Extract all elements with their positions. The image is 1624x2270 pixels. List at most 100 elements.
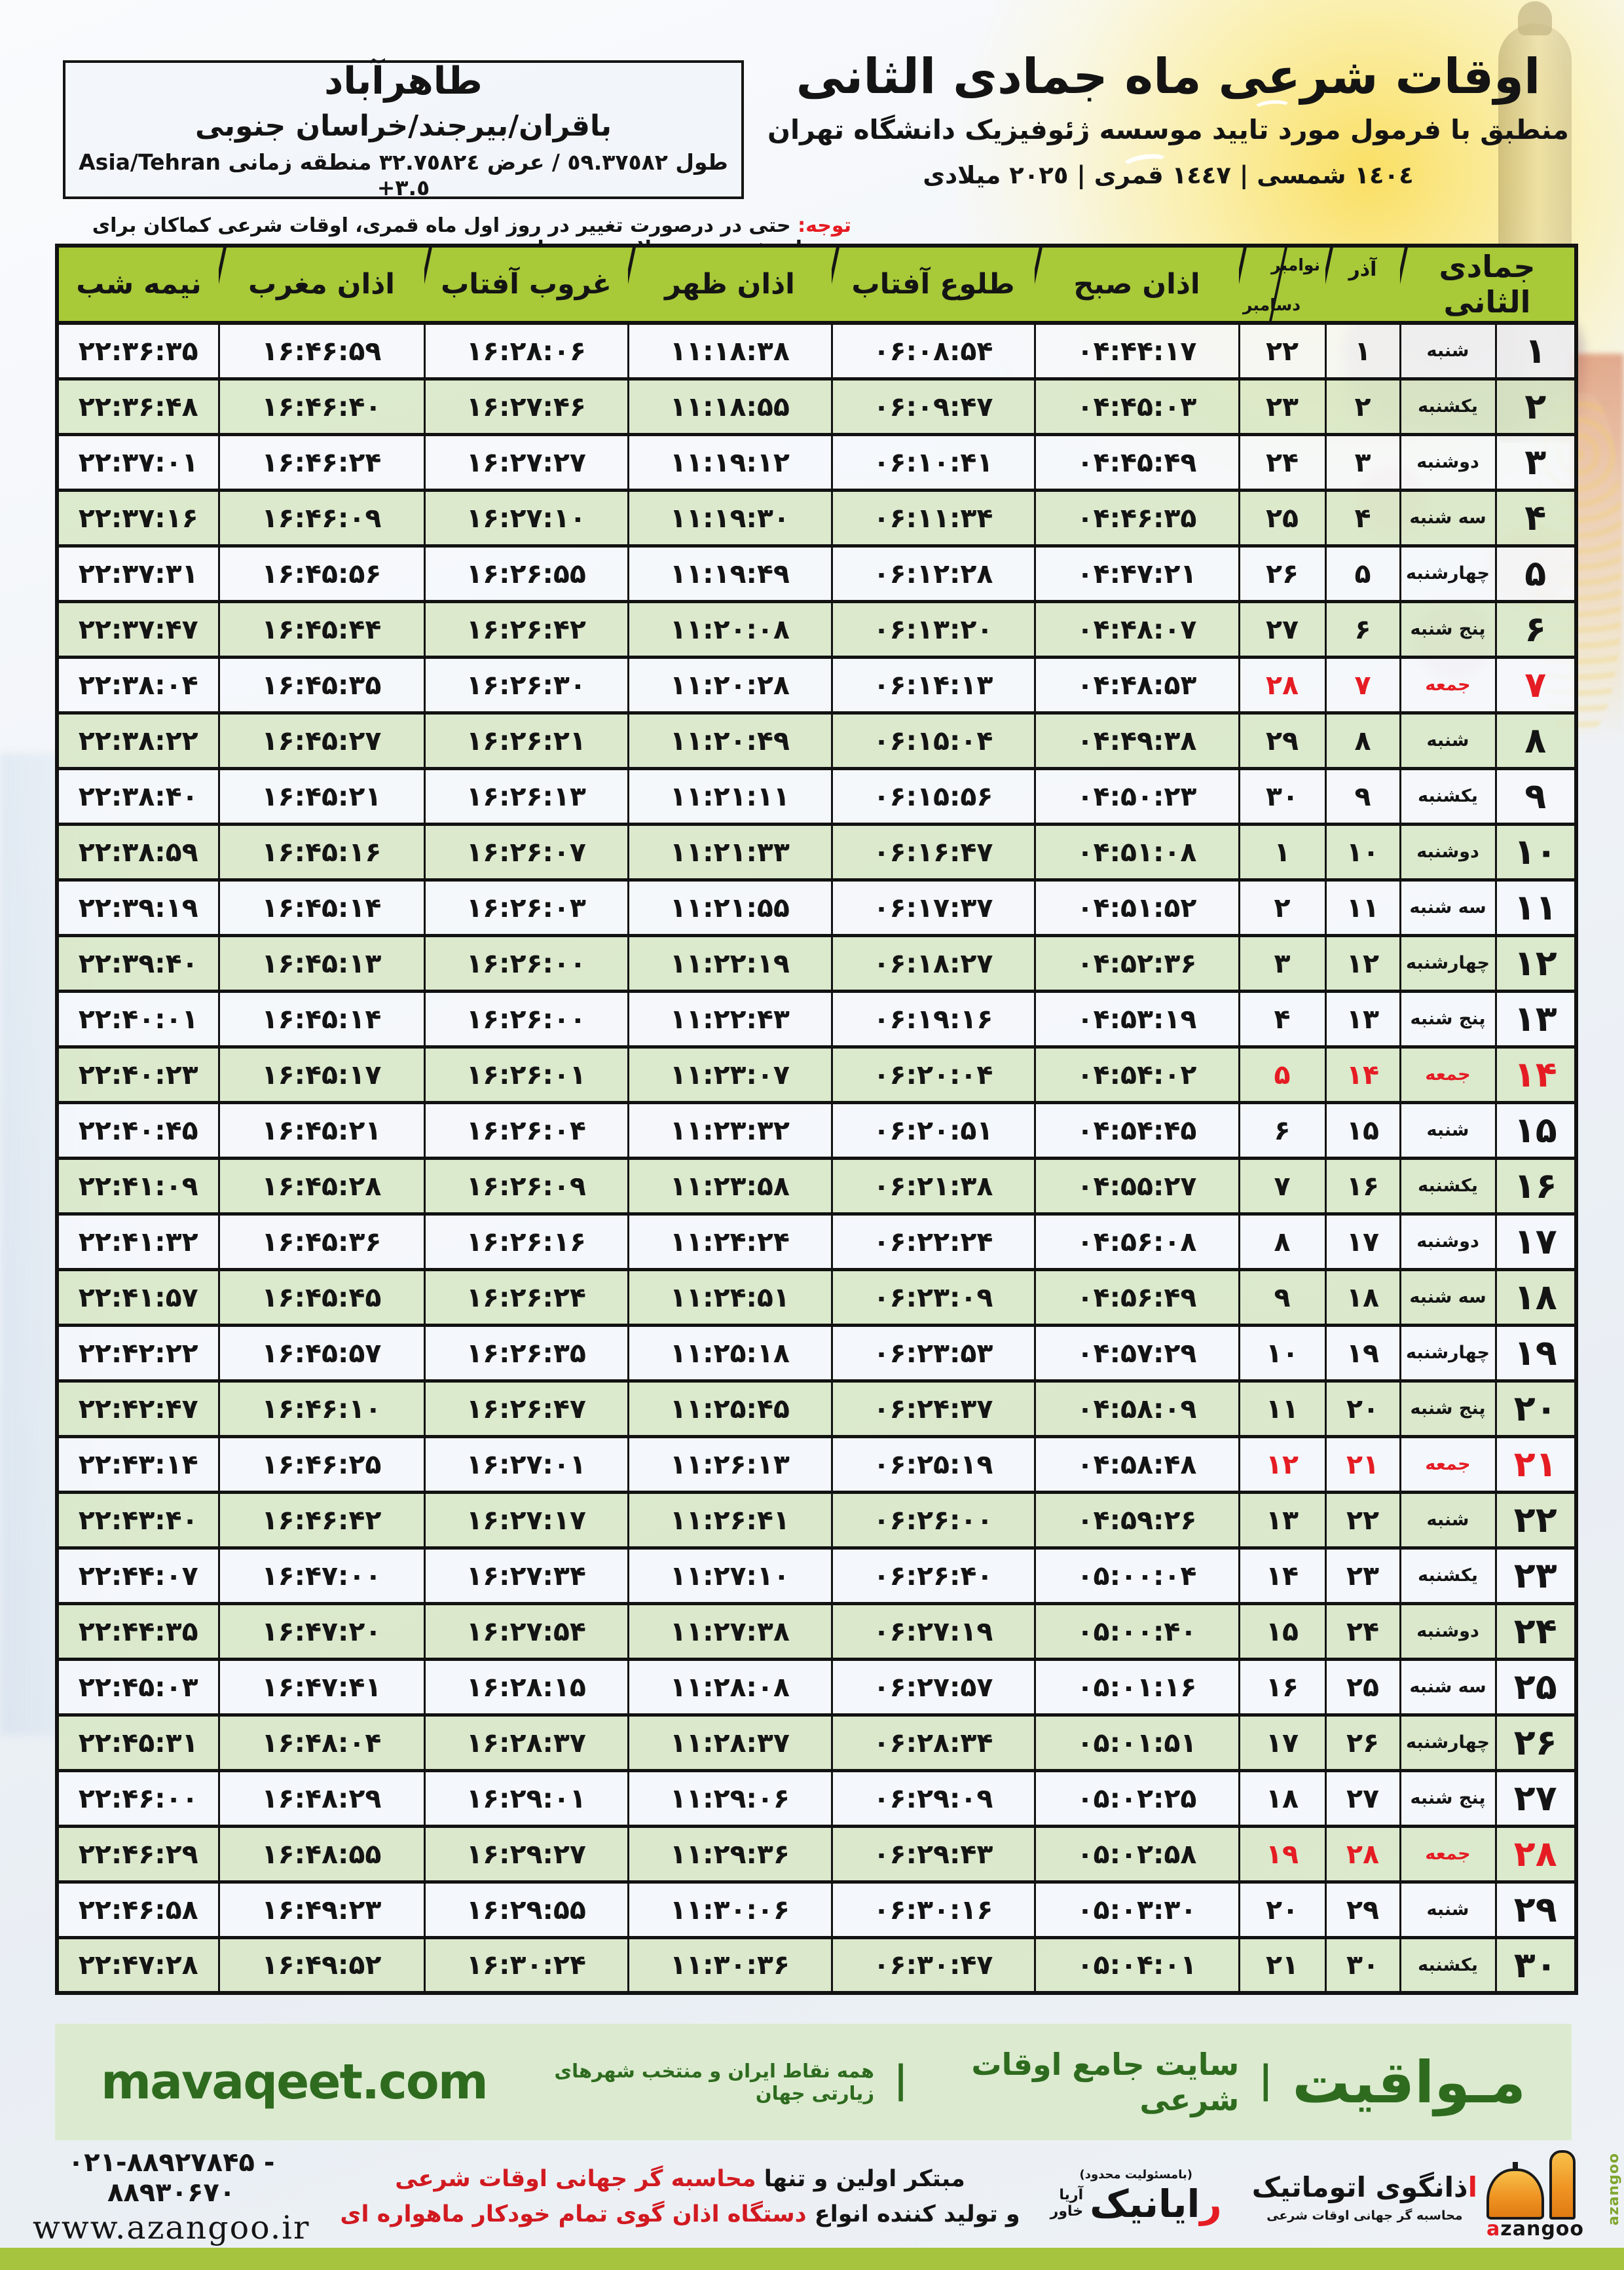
rayanik-name-row: رایانیک آریا خاور — [1050, 2182, 1222, 2226]
cell-d: ۲۸ — [1494, 1824, 1578, 1883]
cell-zohr: ۱۱:۲۱:۵۵ — [627, 878, 833, 937]
calendar-years: ١٤٠٤ شمسی | ١٤٤٧ قمری | ٢٠٢٥ میلادی — [923, 161, 1414, 189]
cell-sobh: ۰۴:۵۴:۰۲ — [1033, 1045, 1240, 1104]
header-gregorian: نوامبر دسامبر — [1239, 246, 1325, 325]
cell-g: ۲۱ — [1238, 1935, 1327, 1994]
cell-maghreb: ۱۶:۴۶:۴۲ — [217, 1490, 426, 1549]
cell-zohr: ۱۱:۲۰:۲۸ — [627, 655, 833, 714]
table-row: ۲۰ پنج شنبه ۲۰ ۱۱ ۰۴:۵۸:۰۹ ۰۶:۲۴:۳۷ ۱۱:۲۵:۴۵ ۱۶… — [56, 1379, 1578, 1438]
cell-g: ۱ — [1238, 822, 1327, 881]
cell-g: ۲۶ — [1238, 544, 1327, 603]
cell-ghorub: ۱۶:۲۶:۳۵ — [423, 1323, 629, 1382]
cell-g: ۶ — [1238, 1100, 1327, 1159]
cell-g: ۱۶ — [1238, 1657, 1327, 1716]
cell-w: یکشنبه — [1399, 766, 1497, 825]
cell-a: ۲۲ — [1324, 1490, 1401, 1549]
cell-tolu: ۰۶:۱۷:۳۷ — [830, 878, 1036, 937]
cell-tolu: ۰۶:۲۰:۵۱ — [830, 1100, 1036, 1159]
cell-w: چهارشنبه — [1399, 1713, 1497, 1772]
banner-site-description: همه نقاط ایران و منتخب شهرهای زیارتی جها… — [554, 2060, 875, 2104]
cell-zohr: ۱۱:۲۰:۴۹ — [627, 711, 833, 770]
cell-tolu: ۰۶:۲۲:۲۴ — [830, 1212, 1036, 1271]
table-row: ۲۳ یکشنبه ۲۳ ۱۴ ۰۵:۰۰:۰۴ ۰۶:۲۶:۴۰ ۱۱:۲۷:۱۰ ۱۶:۲… — [56, 1546, 1578, 1605]
page-title: اوقات شرعی ماه جمادی الثانی — [796, 48, 1541, 105]
table-row: ۱۱ سه شنبه ۱۱ ۲ ۰۴:۵۱:۵۲ ۰۶:۱۷:۳۷ ۱۱:۲۱:۵۵ ۱۶:۲… — [56, 878, 1578, 937]
cell-sobh: ۰۵:۰۴:۰۱ — [1033, 1935, 1240, 1994]
cell-sobh: ۰۴:۴۶:۳۵ — [1033, 488, 1240, 547]
cell-g: ۴ — [1238, 989, 1327, 1048]
cell-g: ۳۰ — [1238, 766, 1327, 825]
cell-sobh: ۰۴:۴۸:۵۳ — [1033, 655, 1240, 714]
cell-ghorub: ۱۶:۲۷:۴۶ — [423, 377, 629, 436]
cell-maghreb: ۱۶:۴۵:۱۴ — [217, 878, 426, 937]
cell-maghreb: ۱۶:۴۵:۱۳ — [217, 933, 426, 992]
coordinates-fa: طول ٥٩.٣٧٥٨٢ / عرض ٣٢.٧٥٨٢٤ منطقه زمانی — [228, 149, 728, 175]
cell-maghreb: ۱۶:۴۸:۵۵ — [217, 1824, 426, 1883]
azangoo-rest: zangoo — [1500, 2218, 1585, 2241]
cell-zohr: ۱۱:۲۶:۱۳ — [627, 1434, 833, 1493]
cell-tolu: ۰۶:۳۰:۱۶ — [830, 1880, 1036, 1939]
cell-zohr: ۱۱:۲۸:۰۸ — [627, 1657, 833, 1716]
cell-w: یکشنبه — [1399, 1546, 1497, 1605]
cell-w: دوشنبه — [1399, 1601, 1497, 1660]
footer-slogan: مبتکر اولین و تنها محاسبه گر جهانی اوقات… — [340, 2161, 1020, 2233]
cell-a: ۲۹ — [1324, 1880, 1401, 1939]
cell-g: ۲۴ — [1238, 432, 1327, 491]
rayanik-note: (بامسئولیت محدود) — [1079, 2167, 1192, 2182]
cell-tolu: ۰۶:۳۰:۴۷ — [830, 1935, 1036, 1994]
table-row: ۲۷ پنج شنبه ۲۷ ۱۸ ۰۵:۰۲:۲۵ ۰۶:۲۹:۰۹ ۱۱:۲۹:۰۶ ۱۶… — [56, 1768, 1578, 1827]
rayanik-sub-line2: خاور — [1050, 2203, 1084, 2220]
cell-sobh: ۰۴:۴۴:۱۷ — [1033, 321, 1240, 380]
header-month: جمادی الثانی — [1400, 246, 1577, 325]
cell-zohr: ۱۱:۲۱:۱۱ — [627, 766, 833, 825]
cell-a: ۸ — [1324, 711, 1401, 770]
cell-a: ۳ — [1324, 432, 1401, 491]
cell-zohr: ۱۱:۲۴:۲۴ — [627, 1212, 833, 1271]
cell-g: ۱۲ — [1238, 1434, 1327, 1493]
cell-nime: ۲۲:۴۲:۲۲ — [56, 1323, 220, 1382]
cell-ghorub: ۱۶:۲۶:۰۴ — [423, 1100, 629, 1159]
header-sunrise: طلوع آفتاب — [832, 246, 1035, 325]
cell-maghreb: ۱۶:۴۹:۵۲ — [217, 1935, 426, 1994]
cell-tolu: ۰۶:۲۹:۰۹ — [830, 1768, 1036, 1827]
cell-d: ۱۶ — [1494, 1156, 1578, 1215]
header-row: جمادی الثانی آذر نوامبر دسامبر اذان صبح … — [57, 246, 1577, 325]
banner-separator: | — [1259, 2057, 1273, 2102]
cell-maghreb: ۱۶:۴۵:۱۶ — [217, 822, 426, 881]
cell-ghorub: ۱۶:۲۶:۴۷ — [423, 1379, 629, 1438]
cell-g: ۱۵ — [1238, 1601, 1327, 1660]
cell-tolu: ۰۶:۲۸:۳۴ — [830, 1713, 1036, 1772]
prayer-times-table: جمادی الثانی آذر نوامبر دسامبر اذان صبح … — [55, 244, 1579, 1995]
cell-maghreb: ۱۶:۴۷:۰۰ — [217, 1546, 426, 1605]
cell-g: ۱۷ — [1238, 1713, 1327, 1772]
table-row: ۲۹ شنبه ۲۹ ۲۰ ۰۵:۰۳:۳۰ ۰۶:۳۰:۱۶ ۱۱:۳۰:۰۶ ۱۶:۲۹:… — [56, 1880, 1578, 1939]
cell-nime: ۲۲:۴۳:۴۰ — [56, 1490, 220, 1549]
cell-a: ۴ — [1324, 488, 1401, 547]
location-coordinates: طول ٥٩.٣٧٥٨٢ / عرض ٣٢.٧٥٨٢٤ منطقه زمانی … — [65, 149, 741, 200]
cell-maghreb: ۱۶:۴۵:۲۷ — [217, 711, 426, 770]
cell-d: ۱۰ — [1494, 822, 1578, 881]
cell-sobh: ۰۴:۵۹:۲۶ — [1033, 1490, 1240, 1549]
cell-maghreb: ۱۶:۴۵:۱۴ — [217, 989, 426, 1048]
cell-a: ۱۷ — [1324, 1212, 1401, 1271]
cell-nime: ۲۲:۳۹:۱۹ — [56, 878, 220, 937]
cell-w: جمعه — [1399, 1045, 1497, 1104]
cell-zohr: ۱۱:۲۰:۰۸ — [627, 599, 833, 658]
cell-maghreb: ۱۶:۴۵:۴۵ — [217, 1267, 426, 1326]
cell-a: ۱۵ — [1324, 1100, 1401, 1159]
cell-tolu: ۰۶:۱۰:۴۱ — [830, 432, 1036, 491]
cell-g: ۲۵ — [1238, 488, 1327, 547]
cell-g: ۲۸ — [1238, 655, 1327, 714]
slogan1-black: مبتکر اولین و تنها — [756, 2165, 965, 2192]
location-box: طاهرآباد باقران/بیرجند/خراسان جنوبی طول … — [63, 60, 744, 200]
cell-d: ۵ — [1494, 544, 1578, 603]
cell-sobh: ۰۴:۵۸:۴۸ — [1033, 1434, 1240, 1493]
cell-a: ۲۷ — [1324, 1768, 1401, 1827]
cell-g: ۱۴ — [1238, 1546, 1327, 1605]
slogan1-red: محاسبه گر جهانی اوقات شرعی — [395, 2165, 756, 2192]
cell-sobh: ۰۴:۴۹:۳۸ — [1033, 711, 1240, 770]
cell-a: ۲۵ — [1324, 1657, 1401, 1716]
cell-maghreb: ۱۶:۴۶:۰۹ — [217, 488, 426, 547]
cell-g: ۲۰ — [1238, 1880, 1327, 1939]
